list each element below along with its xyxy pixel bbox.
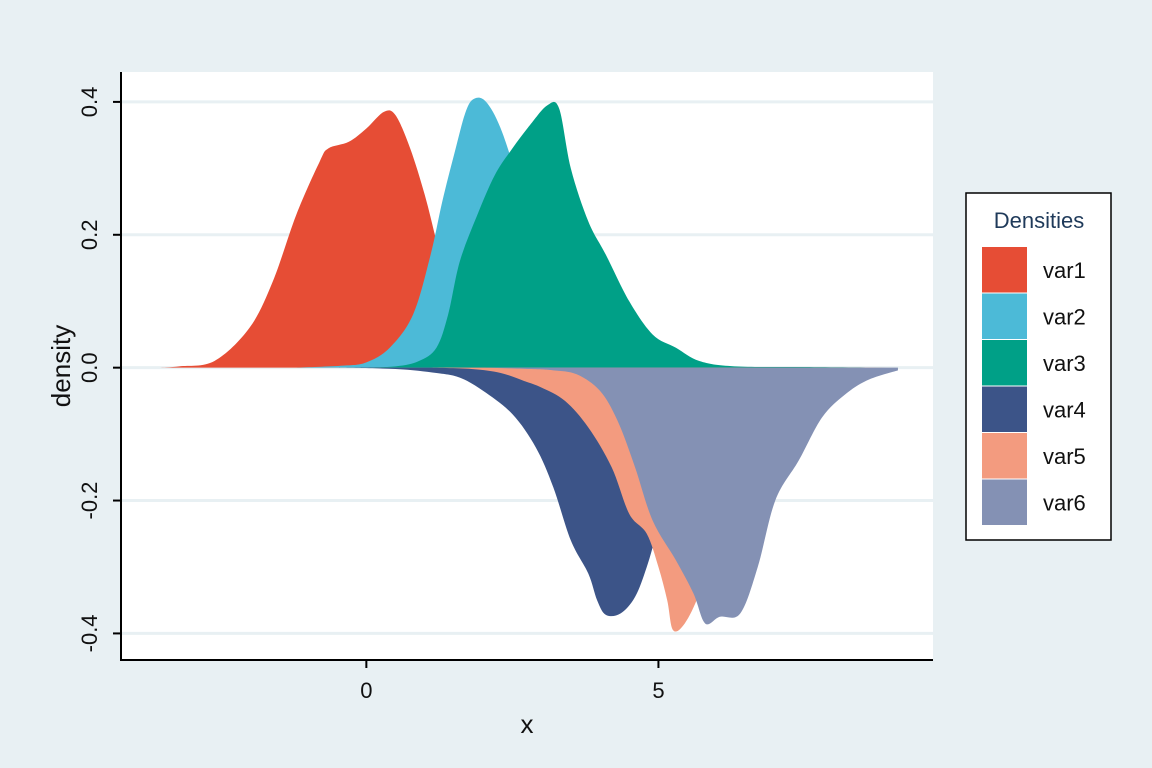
legend-label-var2: var2 (1043, 305, 1086, 330)
y-tick-label: 0.0 (77, 352, 102, 383)
density-area-var3 (354, 101, 898, 368)
legend-items: var1 var2 var3 var4 var5 var6 (982, 247, 1086, 525)
density-area-var1 (158, 110, 554, 368)
legend-swatch-var3 (982, 340, 1027, 386)
legend-label-var1: var1 (1043, 258, 1086, 283)
x-tick-label: 0 (360, 678, 372, 703)
legend-swatch-var1 (982, 247, 1027, 293)
legend-label-var4: var4 (1043, 398, 1086, 423)
ticks: 0 5 -0.4 -0.2 0.0 0.2 0.4 (77, 87, 665, 703)
axes (120, 72, 933, 661)
y-tick-label: 0.4 (77, 87, 102, 118)
y-tick-label: 0.2 (77, 219, 102, 250)
legend-swatch-var6 (982, 479, 1027, 525)
legend-swatch-var5 (982, 433, 1027, 479)
legend-label-var3: var3 (1043, 351, 1086, 376)
density-areas (158, 97, 898, 632)
density-area-var6 (483, 367, 898, 625)
legend: Densities var1 var2 var3 var4 var5 var6 (965, 192, 1112, 541)
legend-label-var6: var6 (1043, 491, 1086, 516)
x-tick-label: 5 (652, 678, 664, 703)
legend-title: Densities (994, 208, 1084, 233)
x-axis-title: x (521, 709, 534, 739)
y-tick-label: -0.4 (77, 614, 102, 652)
legend-swatch-var4 (982, 386, 1027, 432)
legend-swatch-var2 (982, 293, 1027, 339)
legend-label-var5: var5 (1043, 444, 1086, 469)
y-axis-title: density (46, 325, 76, 407)
y-tick-label: -0.2 (77, 482, 102, 520)
